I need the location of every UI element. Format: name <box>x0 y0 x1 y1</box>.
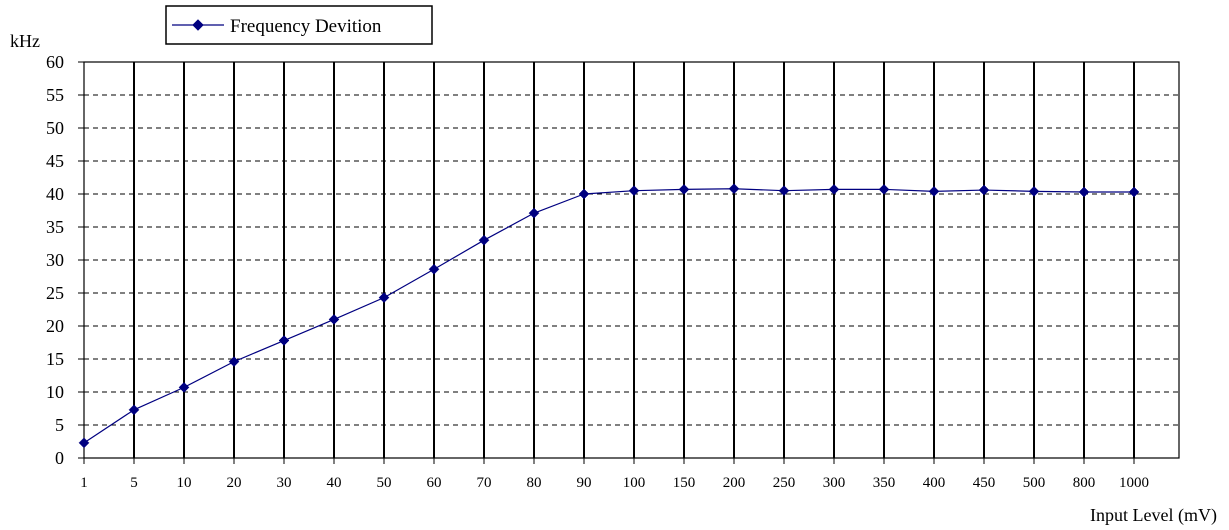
data-point-marker <box>1028 186 1040 197</box>
x-tick-label: 80 <box>527 475 542 491</box>
series-line <box>83 188 1134 444</box>
legend-diamond-marker <box>192 19 204 31</box>
y-tick-label: 45 <box>46 151 64 171</box>
vertical-gridlines <box>133 62 1135 458</box>
x-tick-label: 100 <box>623 475 646 491</box>
data-point-marker <box>928 186 940 197</box>
data-point-marker <box>628 185 640 197</box>
data-point-marker <box>78 437 90 449</box>
legend-label: Frequency Devition <box>230 16 382 37</box>
y-tick-label: 35 <box>46 217 64 237</box>
y-tick-label: 55 <box>46 85 64 105</box>
data-point-marker <box>478 234 490 246</box>
data-point-marker <box>228 356 240 367</box>
x-axis-ticks: 1 5 10 20 30 40 50 60 70 80 90 100 150 200 250 300 350 40… <box>80 458 1149 491</box>
y-tick-label: 50 <box>46 118 64 138</box>
x-tick-label: 200 <box>723 475 746 491</box>
x-tick-label: 300 <box>823 475 846 491</box>
x-tick-label: 800 <box>1073 475 1096 491</box>
x-tick-label: 1 <box>80 475 88 491</box>
x-tick-label: 70 <box>477 475 492 491</box>
y-tick-label: 15 <box>46 349 64 369</box>
x-tick-label: 20 <box>227 475 242 491</box>
data-point-marker <box>678 184 690 195</box>
data-point-marker <box>828 184 840 195</box>
x-tick-label: 40 <box>327 475 342 491</box>
y-tick-label: 5 <box>55 415 64 435</box>
x-tick-label: 250 <box>773 475 796 491</box>
data-point-marker <box>128 404 140 416</box>
y-tick-label: 10 <box>46 382 64 402</box>
x-tick-label: 400 <box>923 475 946 491</box>
y-tick-label: 60 <box>46 52 64 72</box>
data-point-marker <box>878 184 890 195</box>
data-point-marker <box>728 183 740 195</box>
x-tick-label: 5 <box>130 475 138 491</box>
y-tick-label: 20 <box>46 316 64 336</box>
x-tick-label: 10 <box>177 475 192 491</box>
x-tick-label: 60 <box>427 475 442 491</box>
x-tick-label: 50 <box>377 475 392 491</box>
data-point-marker <box>278 335 290 346</box>
x-tick-label: 500 <box>1023 475 1046 491</box>
legend: Frequency Devition <box>165 5 433 45</box>
x-tick-label: 450 <box>973 475 996 491</box>
x-tick-label: 30 <box>277 475 292 491</box>
data-point-marker <box>1128 186 1140 198</box>
y-tick-label: 30 <box>46 250 64 270</box>
data-point-marker <box>1078 186 1090 198</box>
data-point-marker <box>378 292 390 303</box>
x-tick-label: 350 <box>873 475 896 491</box>
x-tick-label: 1000 <box>1119 475 1149 491</box>
series-layer <box>78 183 1140 449</box>
data-point-marker <box>778 185 790 197</box>
y-axis-title: kHz <box>10 31 40 51</box>
data-point-marker <box>528 207 540 219</box>
horizontal-gridlines <box>84 94 1179 426</box>
data-point-marker <box>978 184 990 196</box>
data-point-marker <box>578 188 590 200</box>
data-point-marker <box>428 263 440 275</box>
y-tick-label: 25 <box>46 283 64 303</box>
y-tick-label: 0 <box>55 448 64 468</box>
x-tick-label: 90 <box>577 475 592 491</box>
data-point-marker <box>178 382 190 393</box>
data-point-marker <box>328 314 340 325</box>
x-tick-label: 150 <box>673 475 696 491</box>
y-axis-ticks: 0 5 10 15 20 25 30 35 40 45 50 55 60 <box>46 52 84 468</box>
y-tick-label: 40 <box>46 184 64 204</box>
x-axis-title: Input Level (mV) <box>1090 505 1217 526</box>
